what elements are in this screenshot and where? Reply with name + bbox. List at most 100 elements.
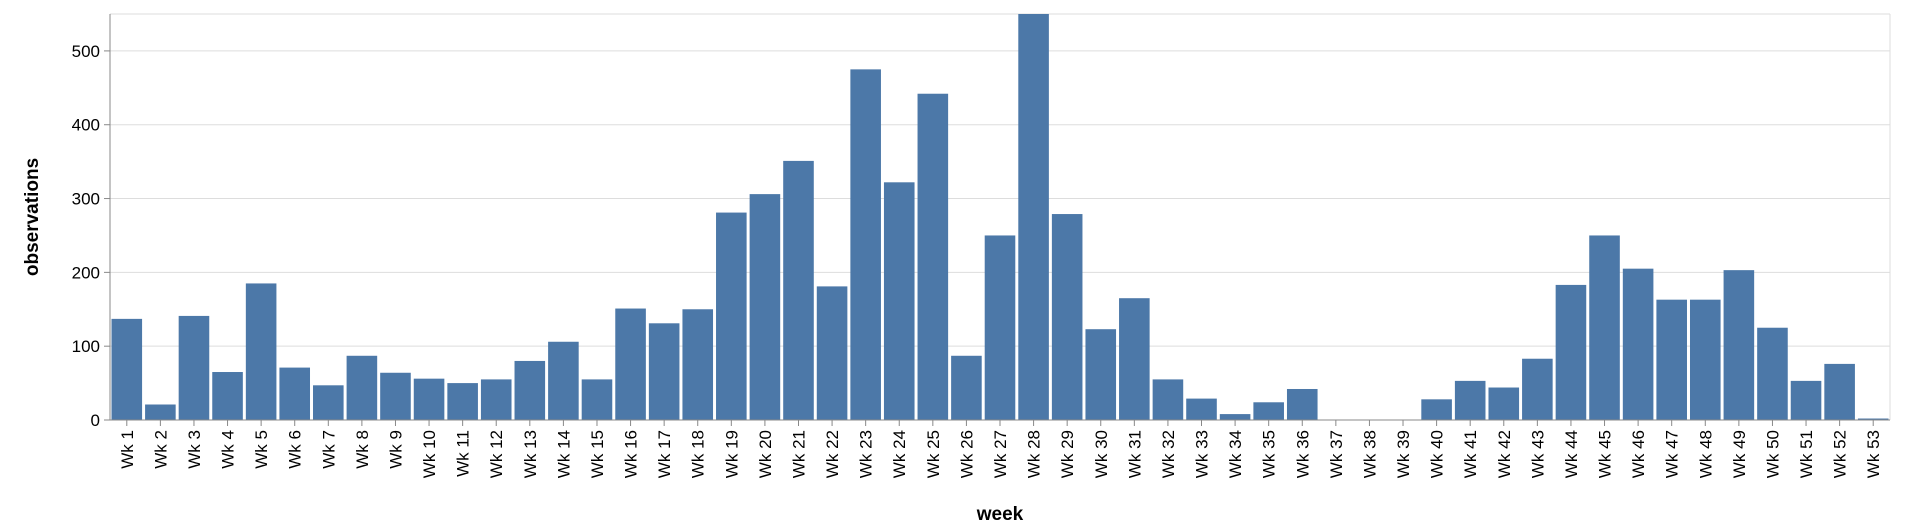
bar: [1253, 402, 1284, 420]
bar: [1152, 379, 1184, 420]
x-tick-label: Wk 17: [655, 430, 674, 478]
bar: [1522, 358, 1553, 420]
x-tick-label: Wk 5: [252, 430, 271, 469]
y-tick-label: 500: [72, 42, 100, 61]
x-tick-label: Wk 7: [319, 430, 338, 469]
x-tick-label: Wk 49: [1730, 430, 1749, 478]
x-tick-label: Wk 51: [1797, 430, 1816, 478]
x-tick-label: Wk 8: [353, 430, 372, 469]
y-tick-label: 400: [72, 116, 100, 135]
bar: [716, 212, 747, 420]
x-tick-label: Wk 1: [118, 430, 137, 469]
x-tick-label: Wk 22: [823, 430, 842, 478]
x-tick-label: Wk 31: [1125, 430, 1144, 478]
bar: [413, 378, 445, 420]
x-tick-label: Wk 15: [588, 430, 607, 478]
bar: [951, 355, 982, 420]
bar: [111, 318, 143, 420]
bar: [1488, 387, 1520, 420]
bar: [447, 383, 478, 420]
x-tick-label: Wk 2: [151, 430, 170, 469]
bar: [1656, 299, 1687, 420]
bar: [783, 160, 814, 420]
y-tick-label: 100: [72, 337, 100, 356]
x-tick-label: Wk 37: [1327, 430, 1346, 478]
x-tick-label: Wk 46: [1629, 430, 1648, 478]
x-tick-label: Wk 40: [1428, 430, 1447, 478]
bar: [749, 194, 781, 420]
bar: [480, 379, 512, 420]
bar: [346, 355, 378, 420]
bar: [682, 309, 714, 420]
x-tick-label: Wk 24: [890, 430, 909, 478]
x-tick-label: Wk 30: [1092, 430, 1111, 478]
x-tick-label: Wk 27: [991, 430, 1010, 478]
x-tick-label: Wk 3: [185, 430, 204, 469]
x-tick-label: Wk 21: [789, 430, 808, 478]
x-tick-label: Wk 6: [286, 430, 305, 469]
x-tick-label: Wk 39: [1394, 430, 1413, 478]
x-axis-title: week: [976, 504, 1024, 525]
x-tick-label: Wk 23: [857, 430, 876, 478]
bar: [1589, 235, 1620, 420]
x-tick-label: Wk 52: [1831, 430, 1850, 478]
x-tick-label: Wk 10: [420, 430, 439, 478]
bar: [1622, 268, 1654, 420]
x-tick-label: Wk 25: [924, 430, 943, 478]
x-tick-label: Wk 9: [386, 430, 405, 469]
bar: [212, 372, 243, 420]
bar: [279, 367, 311, 420]
x-tick-label: Wk 42: [1495, 430, 1514, 478]
x-tick-label: Wk 29: [1058, 430, 1077, 478]
y-tick-label: 0: [91, 411, 100, 430]
bar: [380, 372, 411, 420]
x-tick-label: Wk 43: [1528, 430, 1547, 478]
x-tick-label: Wk 12: [487, 430, 506, 478]
bar: [883, 182, 915, 420]
x-tick-label: Wk 45: [1596, 430, 1615, 478]
bar: [917, 93, 949, 420]
bar: [1085, 329, 1117, 420]
x-tick-label: Wk 50: [1763, 430, 1782, 478]
x-tick-label: Wk 20: [756, 430, 775, 478]
x-tick-label: Wk 14: [554, 430, 573, 478]
x-tick-label: Wk 44: [1562, 430, 1581, 478]
bar: [1689, 299, 1721, 420]
bar: [245, 283, 277, 420]
x-tick-label: Wk 35: [1260, 430, 1279, 478]
x-tick-label: Wk 11: [454, 430, 473, 477]
bar: [514, 360, 546, 420]
bar: [1286, 388, 1318, 420]
bar: [1857, 418, 1889, 420]
x-tick-label: Wk 32: [1159, 430, 1178, 478]
bar: [1555, 284, 1587, 420]
bar: [1119, 298, 1150, 420]
x-tick-label: Wk 41: [1461, 430, 1480, 478]
x-tick-label: Wk 28: [1025, 430, 1044, 478]
x-tick-label: Wk 47: [1663, 430, 1682, 478]
axis-layer: 0 100 200 300 400 500 Wk 1 Wk 2 Wk 3 Wk 4 Wk 5 Wk 6…: [72, 14, 1890, 478]
y-tick-label: 300: [72, 190, 100, 209]
x-tick-label: Wk 26: [957, 430, 976, 478]
bar: [178, 315, 210, 420]
bar: [1790, 380, 1822, 420]
x-tick-label: Wk 4: [219, 430, 238, 469]
bar: [1051, 214, 1083, 420]
bar: [1186, 398, 1217, 420]
x-tick-label: Wk 53: [1864, 430, 1883, 478]
x-tick-label: Wk 33: [1193, 430, 1212, 478]
bar: [1824, 363, 1855, 420]
x-tick-label: Wk 18: [689, 430, 708, 478]
x-tick-label: Wk 36: [1293, 430, 1312, 478]
x-tick-label: Wk 19: [722, 430, 741, 478]
bar: [1421, 399, 1452, 420]
bar: [581, 379, 613, 420]
bar: [1723, 270, 1755, 420]
x-tick-label: Wk 38: [1360, 430, 1379, 478]
bar: [648, 323, 680, 420]
x-tick-label: Wk 13: [521, 430, 540, 478]
y-tick-label: 200: [72, 263, 100, 282]
bar: [1219, 414, 1251, 420]
